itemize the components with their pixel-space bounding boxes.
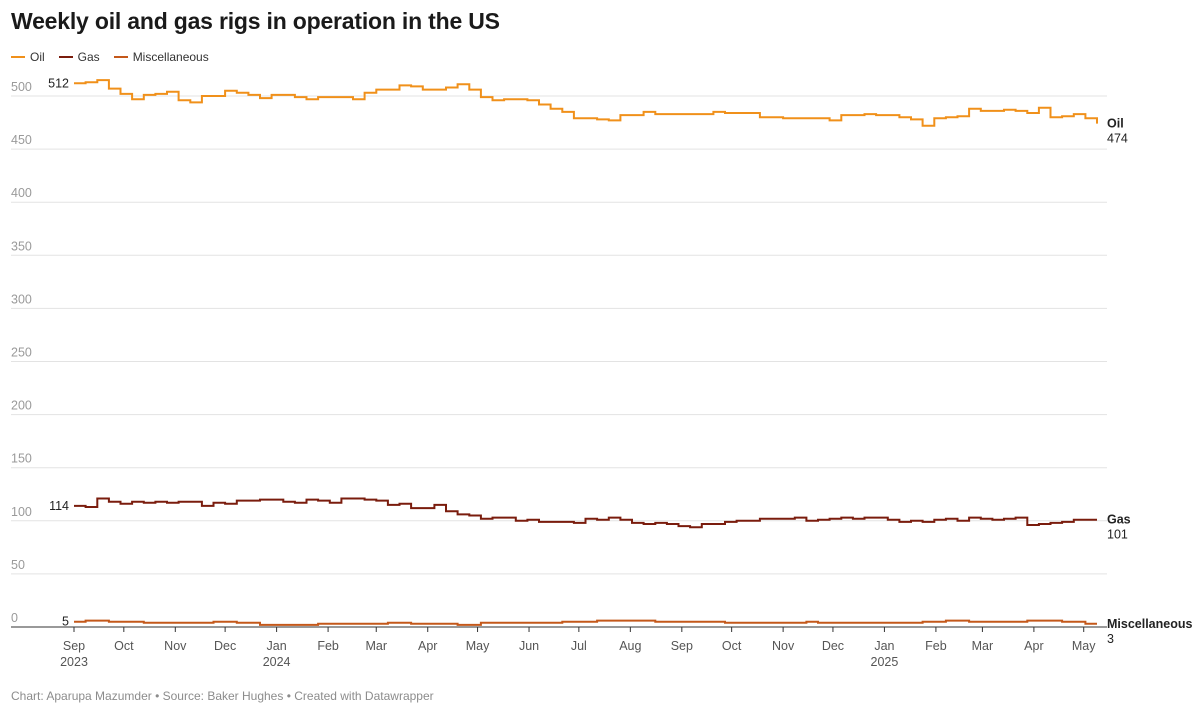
chart-title: Weekly oil and gas rigs in operation in … <box>11 8 500 34</box>
legend-item-miscellaneous: Miscellaneous <box>113 50 209 64</box>
y-tick-label: 250 <box>11 346 32 360</box>
start-value-label-miscellaneous: 5 <box>62 615 69 629</box>
x-tick-label: Sep <box>671 639 693 653</box>
y-tick-label: 0 <box>11 611 18 625</box>
start-value-label-gas: 114 <box>49 499 69 513</box>
x-tick-label: May <box>1072 639 1096 653</box>
legend-label-gas: Gas <box>77 50 100 64</box>
x-tick-label: Nov <box>164 639 187 653</box>
x-tick-year-label: 2024 <box>263 655 291 669</box>
end-value-label-gas: 101 <box>1107 528 1128 542</box>
end-value-label-miscellaneous: 3 <box>1107 632 1114 646</box>
footer-tool: Created with Datawrapper <box>294 689 434 703</box>
y-tick-label: 450 <box>11 133 32 147</box>
y-tick-label: 200 <box>11 399 32 413</box>
x-tick-year-label: 2025 <box>871 655 899 669</box>
x-tick-label: Feb <box>925 639 947 653</box>
x-tick-label: Jan <box>267 639 287 653</box>
y-tick-label: 150 <box>11 452 32 466</box>
x-tick-label: Apr <box>1024 639 1043 653</box>
footer-separator: • <box>151 689 163 703</box>
x-tick-label: Sep <box>63 639 85 653</box>
x-tick-label: Feb <box>317 639 339 653</box>
y-tick-label: 50 <box>11 558 25 572</box>
x-tick-year-label: 2023 <box>60 655 88 669</box>
legend-swatch-miscellaneous <box>113 56 128 58</box>
y-tick-label: 500 <box>11 80 32 94</box>
x-tick-label: Oct <box>722 639 742 653</box>
legend-swatch-gas <box>58 56 73 58</box>
legend-item-oil: Oil <box>11 50 45 64</box>
x-tick-label: Dec <box>822 639 844 653</box>
x-tick-label: Dec <box>214 639 236 653</box>
x-tick-label: Aug <box>619 639 641 653</box>
legend: Oil Gas Miscellaneous <box>11 50 209 64</box>
end-value-label-oil: 474 <box>1107 132 1128 146</box>
y-tick-label: 350 <box>11 239 32 253</box>
x-tick-label: Oct <box>114 639 134 653</box>
x-tick-label: Apr <box>418 639 437 653</box>
x-tick-label: Mar <box>972 639 994 653</box>
legend-label-oil: Oil <box>30 50 45 64</box>
footer-credits: Chart: Aparupa Mazumder • Source: Baker … <box>11 689 434 703</box>
footer-separator: • <box>283 689 295 703</box>
start-value-label-oil: 512 <box>48 76 69 90</box>
legend-swatch-oil <box>11 56 25 58</box>
y-tick-label: 100 <box>11 505 32 519</box>
x-tick-label: Jun <box>519 639 539 653</box>
footer-source: Source: Baker Hughes <box>162 689 284 703</box>
legend-label-miscellaneous: Miscellaneous <box>132 50 209 64</box>
legend-item-gas: Gas <box>58 50 100 64</box>
end-series-label-gas: Gas <box>1107 513 1131 527</box>
end-series-label-miscellaneous: Miscellaneous <box>1107 617 1192 631</box>
x-tick-label: Nov <box>772 639 795 653</box>
x-tick-label: Jul <box>571 639 587 653</box>
y-tick-label: 400 <box>11 186 32 200</box>
end-series-label-oil: Oil <box>1107 117 1124 131</box>
series-line-miscellaneous <box>74 619 1097 626</box>
x-tick-label: May <box>466 639 490 653</box>
series-line-oil <box>74 79 1098 127</box>
x-tick-label: Jan <box>874 639 894 653</box>
x-tick-label: Mar <box>365 639 387 653</box>
y-tick-label: 300 <box>11 292 32 306</box>
footer-author: Chart: Aparupa Mazumder <box>11 689 152 703</box>
series-line-gas <box>74 497 1097 529</box>
